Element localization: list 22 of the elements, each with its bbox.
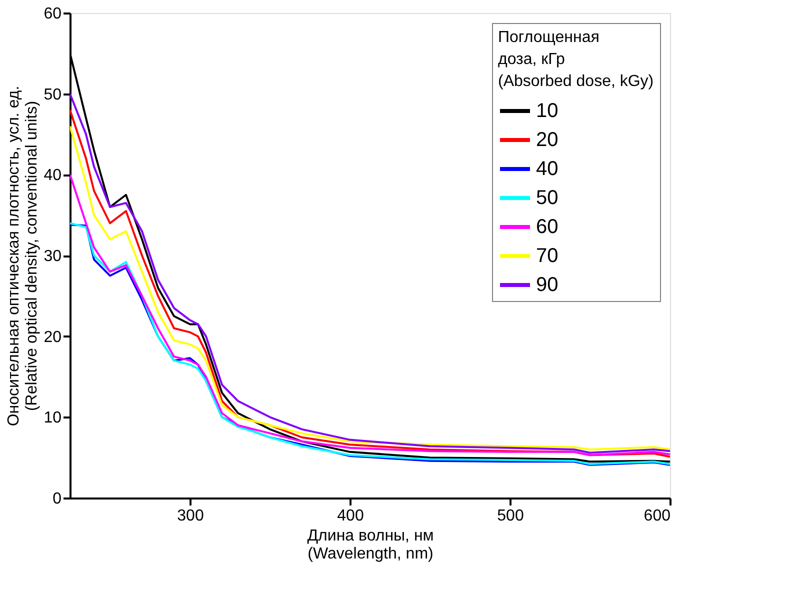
legend-label: 90	[536, 274, 558, 296]
legend-title: Поглощенная доза, кГр (Absorbed dose, kGy)	[498, 29, 654, 90]
y-tick-label: 40	[44, 167, 62, 184]
legend-label: 50	[536, 187, 558, 209]
legend-label: 10	[536, 100, 558, 122]
legend-label: 20	[536, 129, 558, 151]
x-tick-label: 500	[497, 508, 524, 524]
y-tick-label: 60	[44, 6, 62, 22]
legend-label: 40	[536, 158, 558, 180]
y-axis-title: Оносительная оптическая плотность, усл. ед. (Relative optical density, conventional units)	[6, 86, 41, 426]
y-tick-label: 10	[44, 410, 62, 427]
y-tick-label: 0	[52, 490, 62, 508]
legend-label: 70	[536, 245, 558, 267]
x-tick-label: 400	[337, 508, 364, 524]
x-tick-label: 600	[644, 508, 671, 524]
legend-label: 60	[536, 216, 558, 238]
y-tick-label: 50	[44, 86, 62, 104]
y-tick-label: 30	[44, 248, 62, 265]
line-series	[70, 174, 670, 456]
y-tick-label: 20	[44, 328, 62, 346]
x-tick-label: 300	[177, 508, 204, 524]
x-axis-title: Длина волны, нм (Wavelength, nm)	[307, 528, 434, 562]
